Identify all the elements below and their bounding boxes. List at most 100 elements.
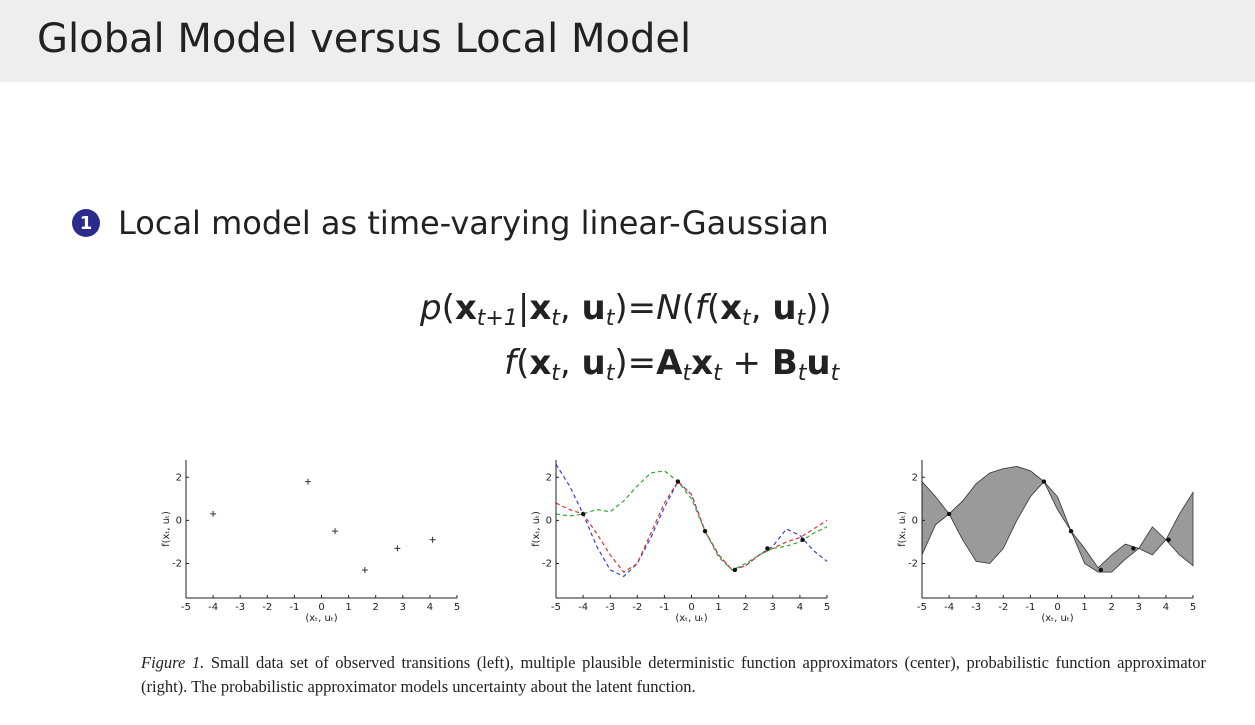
math-symbol: u: [581, 288, 606, 328]
equation: f(xt, ut) =Atxt + Btut: [420, 337, 839, 392]
math-symbol: f: [504, 343, 517, 383]
math-symbol: x: [720, 288, 743, 328]
x-tick-label: -5: [551, 602, 561, 613]
y-tick-label: 0: [546, 515, 552, 526]
data-point: [394, 545, 401, 552]
math-symbol: (: [681, 288, 695, 328]
y-axis-label: f(xₜ, uₜ): [531, 511, 542, 547]
data-point: [361, 566, 368, 573]
x-tick-label: 4: [1163, 602, 1169, 613]
x-tick-label: -2: [632, 602, 642, 613]
x-tick-label: 5: [824, 602, 830, 613]
data-point: [304, 478, 311, 485]
bullet-text: Local model as time-varying linear-Gauss…: [118, 204, 829, 242]
x-tick-label: 5: [1190, 602, 1196, 613]
x-tick-label: -5: [917, 602, 927, 613]
x-tick-label: 3: [1136, 602, 1142, 613]
y-tick-label: 0: [176, 515, 182, 526]
y-tick-label: -2: [172, 559, 182, 570]
x-tick-label: 0: [318, 602, 324, 613]
math-symbol: u: [581, 343, 606, 383]
math-symbol: f: [694, 288, 707, 328]
y-tick-label: -2: [908, 559, 918, 570]
x-tick-label: -4: [208, 602, 218, 613]
math-subscript: t: [682, 361, 692, 386]
data-point: [702, 528, 708, 534]
math-symbol: =: [627, 343, 657, 383]
slide-body: [6, 82, 1249, 725]
data-point: [1166, 537, 1171, 542]
math-subscript: t: [605, 306, 615, 331]
data-point: [429, 536, 436, 543]
y-tick-label: 2: [176, 472, 182, 483]
data-point: [1131, 546, 1136, 551]
x-tick-label: 3: [400, 602, 406, 613]
math-symbol: u: [806, 343, 831, 383]
x-tick-label: -4: [578, 602, 588, 613]
math-symbol: (: [516, 343, 530, 383]
math-symbol: N: [656, 288, 682, 328]
math-subscript: t: [796, 306, 806, 331]
x-tick-label: -1: [289, 602, 299, 613]
chart: -5 -4 -3 -2 -1 0 1 2 3 4 5 -2 0 2 (xₜ, uₜ) f(xₜ, uₜ): [531, 460, 830, 624]
math-subscript: t: [797, 361, 807, 386]
x-tick-label: 4: [427, 602, 433, 613]
x-tick-label: 2: [1109, 602, 1115, 613]
math-subscript: t: [605, 361, 615, 386]
math-subscript: t: [551, 306, 560, 331]
data-point: [765, 546, 770, 551]
data-point: [332, 528, 339, 535]
math-symbol: x: [529, 343, 552, 383]
y-axis-label: f(xₜ, uₜ): [161, 511, 172, 547]
data-point: [210, 510, 217, 517]
chart: -5 -4 -3 -2 -1 0 1 2 3 4 5 -2 0 2 (xₜ, uₜ) f(xₜ, uₜ): [161, 460, 460, 624]
title: Global Model versus Local Model: [37, 16, 692, 62]
math-symbol: p: [420, 288, 442, 328]
equations: p(xt+1|xt, ut) =N(f(xt, ut)) f(xt, ut) =Atx…: [420, 282, 839, 392]
data-point: [946, 511, 952, 517]
equation: p(xt+1|xt, ut) =N(f(xt, ut)): [420, 282, 839, 337]
function-curve: [555, 470, 828, 571]
x-tick-label: 1: [1081, 602, 1087, 613]
math-symbol: ): [614, 288, 628, 328]
x-tick-label: 2: [743, 602, 749, 613]
x-tick-label: -5: [181, 602, 191, 613]
x-tick-label: -1: [659, 602, 669, 613]
x-tick-label: 2: [373, 602, 379, 613]
equation-rhs: =N(f(xt, ut)): [628, 282, 840, 337]
math-symbol: u: [772, 288, 797, 328]
math-symbol: ,: [559, 288, 582, 328]
math-subscript: t+1: [476, 306, 518, 331]
math-symbol: ): [614, 343, 628, 383]
x-tick-label: 4: [797, 602, 803, 613]
math-subscript: t: [742, 306, 751, 331]
header: Global Model versus Local Model: [0, 0, 1255, 82]
math-symbol: (: [706, 288, 721, 328]
math-symbol: ,: [559, 343, 582, 383]
x-tick-label: 5: [454, 602, 460, 613]
caption: Figure 1. Small data set of observed tra…: [141, 651, 1206, 699]
uncertainty-band: [921, 466, 1194, 573]
equation-lhs: p(xt+1|xt, ut): [420, 282, 628, 337]
x-tick-label: 0: [1054, 602, 1060, 613]
x-tick-label: -3: [971, 602, 981, 613]
x-tick-label: 1: [345, 602, 351, 613]
math-symbol: =: [627, 288, 657, 328]
math-symbol: x: [691, 343, 714, 383]
function-curve: [555, 463, 828, 578]
data-point: [580, 511, 586, 517]
math-symbol: ,: [750, 288, 773, 328]
math-subscript: t: [830, 361, 840, 386]
math-symbol: )): [805, 288, 832, 328]
chart: -5 -4 -3 -2 -1 0 1 2 3 4 5 -2 0 2 (xₜ, uₜ) f(xₜ, uₜ): [897, 460, 1196, 624]
x-axis-label: (xₜ, uₜ): [305, 613, 337, 624]
math-symbol: x: [454, 288, 477, 328]
x-tick-label: -2: [262, 602, 272, 613]
x-tick-label: -2: [998, 602, 1008, 613]
data-point: [732, 567, 738, 573]
math-subscript: t: [551, 361, 560, 386]
x-tick-label: 1: [715, 602, 721, 613]
x-tick-label: -3: [605, 602, 615, 613]
math-symbol: (: [441, 288, 455, 328]
